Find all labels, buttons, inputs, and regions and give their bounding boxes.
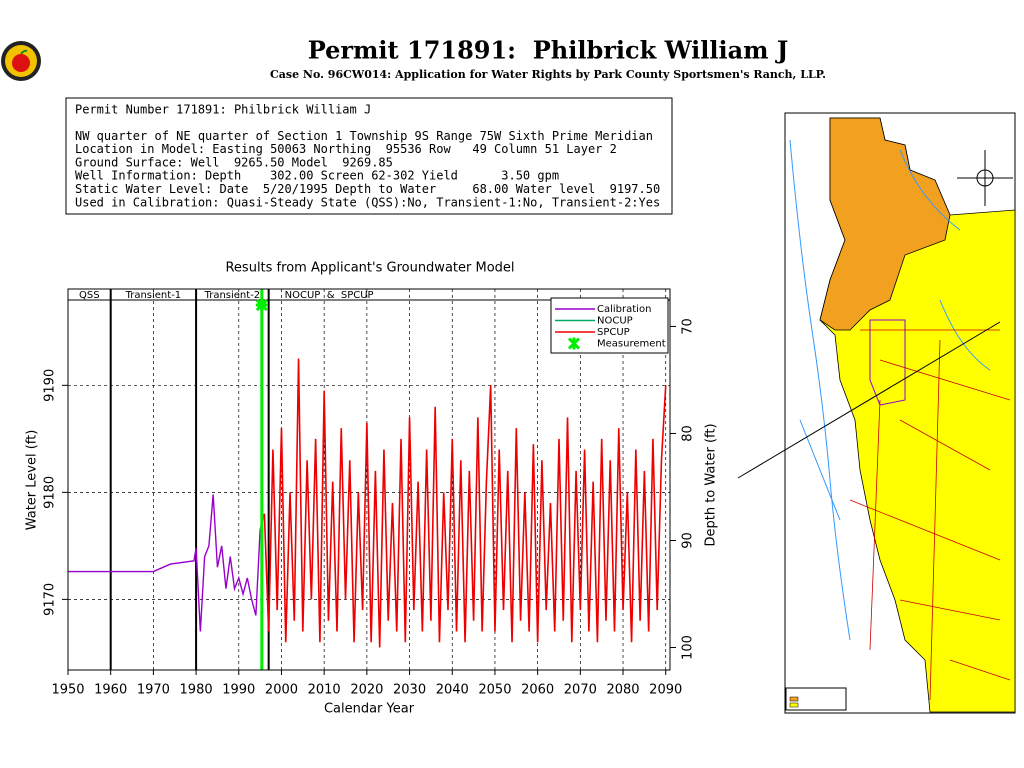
info-line: Well Information: Depth 302.00 Screen 62… [75, 169, 559, 183]
series-line [263, 358, 667, 648]
plot-frame [67, 288, 671, 671]
x-axis-label: Calendar Year [324, 702, 415, 717]
y2-tick-label: 70 [681, 318, 696, 335]
x-tick-label: 2030 [393, 683, 426, 698]
legend-marker [567, 337, 581, 350]
y2-tick-label: 80 [681, 425, 696, 442]
x-tick-label: 2090 [649, 683, 682, 698]
period-label: NOCUP & SPCUP [285, 290, 374, 301]
series-line [68, 494, 266, 632]
x-tick-label: 2020 [350, 683, 383, 698]
x-tick-label: 1970 [137, 683, 170, 698]
legend-label: Calibration [597, 304, 651, 315]
page-title: Permit 171891: Philbrick William J [308, 36, 789, 65]
x-tick-label: 2060 [521, 683, 554, 698]
y-axis-label: Water Level (ft) [25, 430, 40, 531]
x-tick-label: 2000 [265, 683, 298, 698]
page-subtitle: Case No. 96CW014: Application for Water … [270, 68, 826, 81]
info-line: Static Water Level: Date 5/20/1995 Depth… [75, 182, 660, 196]
info-line: Used in Calibration: Quasi-Steady State … [75, 195, 660, 209]
period-label: QSS [79, 290, 100, 301]
y2-tick-label: 100 [681, 635, 696, 660]
info-lines: Permit Number 171891: Philbrick William … [75, 103, 660, 210]
x-tick-label: 1980 [180, 683, 213, 698]
x-tick-label: 1950 [51, 683, 84, 698]
x-tick-label: 2070 [564, 683, 597, 698]
info-line: Ground Surface: Well 9265.50 Model 9269.… [75, 155, 393, 169]
y2-tick-label: 90 [681, 532, 696, 549]
info-line: Location in Model: Easting 50063 Northin… [75, 142, 617, 156]
x-tick-label: 1960 [94, 683, 127, 698]
x-tick-label: 2080 [606, 683, 639, 698]
measurement-marker [255, 298, 268, 312]
info-line: Permit Number 171891: Philbrick William … [75, 103, 371, 117]
chart-title: Results from Applicant's Groundwater Mod… [225, 261, 514, 276]
logo [1, 41, 41, 81]
x-tick-label: 1990 [222, 683, 255, 698]
y-tick-label: 9180 [43, 476, 58, 509]
x-tick-label: 2050 [478, 683, 511, 698]
x-tick-label: 2010 [308, 683, 341, 698]
legend-box [550, 297, 669, 354]
legend-label: Measurement [597, 339, 666, 350]
x-tick-label: 2040 [436, 683, 469, 698]
info-box [65, 97, 673, 215]
period-label: Transient-1 [125, 290, 182, 301]
info-line: NW quarter of NE quarter of Section 1 To… [75, 129, 653, 143]
legend-label: NOCUP [597, 316, 633, 327]
y2-axis-label: Depth to Water (ft) [704, 423, 719, 546]
y-tick-label: 9190 [43, 369, 58, 402]
y-tick-label: 9170 [43, 583, 58, 616]
legend-label: SPCUP [597, 327, 630, 338]
map [737, 112, 1016, 714]
period-label: Transient-2 [204, 290, 261, 301]
